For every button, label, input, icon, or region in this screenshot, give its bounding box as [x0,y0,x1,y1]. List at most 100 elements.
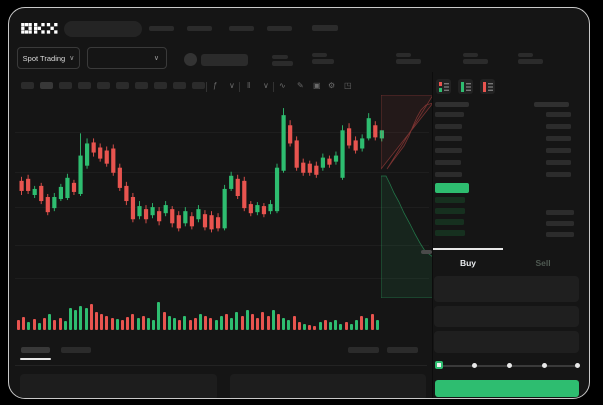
bottom-action[interactable] [348,347,379,353]
book-split-icon[interactable] [436,79,451,94]
chevron-down-icon[interactable]: ∨ [229,81,235,90]
candle [45,193,50,216]
volume-bar [32,319,36,330]
timeframe-button[interactable] [97,82,110,89]
candle [85,138,90,169]
candle [157,207,162,226]
volume-bar [89,304,93,330]
slider-stop[interactable] [472,363,477,368]
draw-icon[interactable]: ✎ [297,81,304,90]
timeframe-button[interactable] [40,82,53,89]
pair-name-placeholder[interactable] [201,54,248,66]
nav-item[interactable] [267,26,292,31]
nav-item[interactable] [149,26,174,31]
candle [137,201,142,220]
ask-amount [546,160,571,165]
amount-input[interactable] [434,306,579,327]
timeframe-button[interactable] [116,82,129,89]
candle [301,158,306,176]
last-price-highlight[interactable] [435,183,469,193]
volume-bar [152,320,156,330]
volume-bar [245,310,249,330]
book-bids-icon[interactable] [458,79,473,94]
volume-bar [121,320,124,330]
buy-tab-indicator [433,248,503,250]
ask-price [435,124,462,129]
volume-bar [344,322,348,330]
candle [268,200,273,215]
volume-bar [240,316,244,330]
snapshot-icon[interactable]: ▣ [313,81,321,90]
nav-item[interactable] [229,26,254,31]
ask-amount [546,124,571,129]
volume-bar [17,320,20,330]
volume-bar [360,316,364,330]
bottom-tab[interactable] [61,347,91,353]
tab-buy[interactable]: Buy [459,258,477,268]
volume-bar [183,316,187,330]
volume-bar [329,322,332,330]
nav-item[interactable] [187,26,212,31]
line-type-icon[interactable]: ∿ [279,81,286,90]
nav-item[interactable] [312,25,338,31]
slider-stop[interactable] [542,363,547,368]
bid-price [435,219,464,225]
bottom-action[interactable] [387,347,418,353]
volume-bar [199,314,202,330]
volume-bar [339,324,343,330]
toolbar-divider [239,82,240,92]
search-input[interactable] [64,21,142,37]
slider-stop[interactable] [507,363,512,368]
tab-sell[interactable]: Sell [535,258,551,268]
market-mode-dropdown[interactable]: Spot Trading ∨ [17,47,80,69]
timeframe-button[interactable] [154,82,167,89]
candle [143,205,149,224]
settings-icon[interactable]: ⚙ [328,81,336,90]
candlestick-chart[interactable] [15,100,429,292]
pair-dropdown[interactable]: ∨ [87,47,167,69]
candle [176,211,181,232]
candle [32,185,37,199]
toolbar-divider [273,82,274,92]
chart-style-icon[interactable]: ‖ [247,81,251,90]
timeframe-button[interactable] [192,82,205,89]
volume-bar [219,316,223,330]
volume-bar [53,320,57,330]
slider-stop[interactable] [575,363,580,368]
timeframe-button[interactable] [135,82,148,89]
timeframe-button[interactable] [59,82,72,89]
timeframe-button[interactable] [78,82,91,89]
book-asks-icon[interactable] [480,79,495,94]
volume-bar [37,323,41,330]
buy-submit-button[interactable] [435,380,579,397]
volume-bar [162,312,166,330]
indicators-icon[interactable]: ƒ [213,81,218,90]
market-mode-label: Spot Trading [22,53,66,63]
price-input[interactable] [434,276,579,302]
bid-amount [546,221,574,226]
chevron-down-icon: ∨ [153,54,159,62]
volume-bar [375,320,379,330]
volume-bar [43,318,46,330]
candle [347,123,352,149]
chevron-down-icon[interactable]: ∨ [263,81,269,90]
bid-amount [546,210,574,215]
trading-app-window: Spot Trading ∨ ∨ ƒ ∨ ‖ ∨ ∿ ✎ ▣ ⚙ ◳ [8,7,590,399]
candle [222,184,227,231]
timeframe-button[interactable] [21,82,34,89]
book-col-header-amount [534,102,569,107]
candle [340,125,345,180]
candle [209,211,214,233]
volume-bar [271,310,275,330]
fullscreen-icon[interactable]: ◳ [344,81,352,90]
candle [71,179,77,195]
total-input[interactable] [434,331,579,353]
stat-value [463,59,488,64]
candle [248,201,253,217]
bottom-tab-active[interactable] [21,347,50,353]
candle [379,130,384,142]
timeframe-button[interactable] [173,82,186,89]
depth-chart[interactable] [381,95,433,298]
volume-chart[interactable] [17,296,383,330]
amount-slider-handle[interactable] [435,361,443,369]
